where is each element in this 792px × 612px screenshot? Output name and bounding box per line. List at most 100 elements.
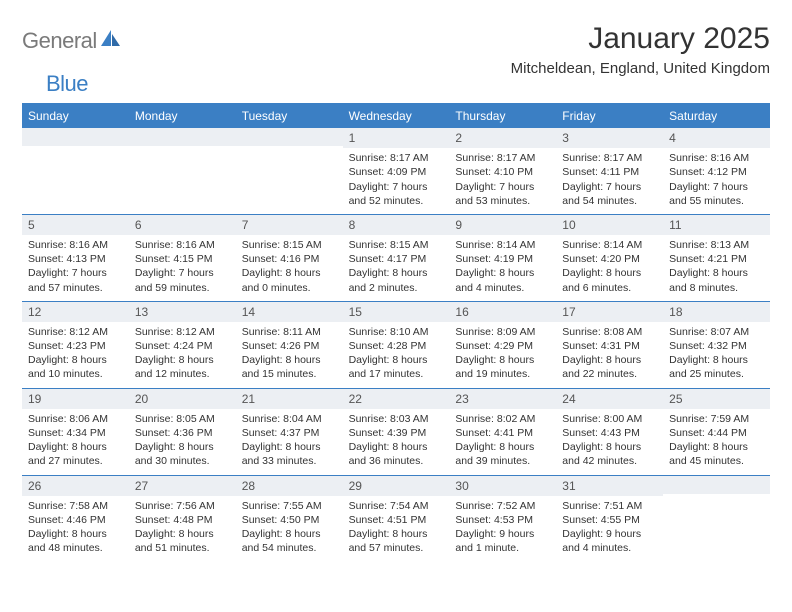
day-number-row: 4 bbox=[663, 128, 770, 148]
day-detail-line: Sunset: 4:55 PM bbox=[562, 513, 657, 527]
day-number-row: 16 bbox=[449, 302, 556, 322]
day-cell bbox=[236, 128, 343, 214]
day-cell: 20Sunrise: 8:05 AMSunset: 4:36 PMDayligh… bbox=[129, 389, 236, 475]
day-cell: 13Sunrise: 8:12 AMSunset: 4:24 PMDayligh… bbox=[129, 302, 236, 388]
day-detail-line: Sunrise: 8:10 AM bbox=[349, 325, 444, 339]
day-number-row: 11 bbox=[663, 215, 770, 235]
day-detail-line: Sunset: 4:17 PM bbox=[349, 252, 444, 266]
day-detail-line: and 57 minutes. bbox=[28, 281, 123, 295]
day-detail-line: Sunrise: 8:12 AM bbox=[135, 325, 230, 339]
day-detail-line: Sunset: 4:16 PM bbox=[242, 252, 337, 266]
day-number-row: 12 bbox=[22, 302, 129, 322]
day-detail-line: and 8 minutes. bbox=[669, 281, 764, 295]
day-detail-line: and 54 minutes. bbox=[242, 541, 337, 555]
day-cell: 12Sunrise: 8:12 AMSunset: 4:23 PMDayligh… bbox=[22, 302, 129, 388]
day-detail-line: and 48 minutes. bbox=[28, 541, 123, 555]
location: Mitcheldean, England, United Kingdom bbox=[511, 60, 770, 77]
day-number-row bbox=[22, 128, 129, 146]
day-number-row bbox=[663, 476, 770, 494]
day-detail-line: and 51 minutes. bbox=[135, 541, 230, 555]
day-detail-line: Sunrise: 8:02 AM bbox=[455, 412, 550, 426]
day-cell bbox=[129, 128, 236, 214]
day-number-row: 29 bbox=[343, 476, 450, 496]
day-number: 26 bbox=[28, 479, 41, 493]
day-number-row: 13 bbox=[129, 302, 236, 322]
day-detail-line: Daylight: 8 hours bbox=[669, 353, 764, 367]
day-number-row: 15 bbox=[343, 302, 450, 322]
day-detail-line: Sunrise: 8:13 AM bbox=[669, 238, 764, 252]
day-detail-line: Sunrise: 8:09 AM bbox=[455, 325, 550, 339]
weekday-wed: Wednesday bbox=[343, 105, 450, 128]
day-number: 25 bbox=[669, 392, 682, 406]
day-number: 17 bbox=[562, 305, 575, 319]
day-detail-line: and 52 minutes. bbox=[349, 194, 444, 208]
day-cell bbox=[22, 128, 129, 214]
day-detail-line: and 0 minutes. bbox=[242, 281, 337, 295]
day-number-row: 2 bbox=[449, 128, 556, 148]
day-number: 15 bbox=[349, 305, 362, 319]
day-number: 11 bbox=[669, 218, 681, 232]
day-detail-line: Sunrise: 8:17 AM bbox=[455, 151, 550, 165]
day-detail-line: Sunset: 4:29 PM bbox=[455, 339, 550, 353]
day-cell: 17Sunrise: 8:08 AMSunset: 4:31 PMDayligh… bbox=[556, 302, 663, 388]
day-detail-line: Sunrise: 8:16 AM bbox=[135, 238, 230, 252]
day-detail-line: Sunrise: 8:17 AM bbox=[349, 151, 444, 165]
day-number: 13 bbox=[135, 305, 148, 319]
day-detail-line: Daylight: 8 hours bbox=[669, 440, 764, 454]
day-detail-line: and 55 minutes. bbox=[669, 194, 764, 208]
day-detail-line: Daylight: 7 hours bbox=[135, 266, 230, 280]
day-detail-line: Sunrise: 7:51 AM bbox=[562, 499, 657, 513]
day-number: 12 bbox=[28, 305, 41, 319]
day-detail-line: Sunrise: 7:58 AM bbox=[28, 499, 123, 513]
day-cell bbox=[663, 476, 770, 562]
day-number: 21 bbox=[242, 392, 255, 406]
day-detail-line: Daylight: 9 hours bbox=[455, 527, 550, 541]
logo: General bbox=[22, 22, 123, 54]
day-detail-line: and 42 minutes. bbox=[562, 454, 657, 468]
day-detail-line: Daylight: 8 hours bbox=[135, 440, 230, 454]
day-detail-line: Sunset: 4:12 PM bbox=[669, 165, 764, 179]
day-cell: 5Sunrise: 8:16 AMSunset: 4:13 PMDaylight… bbox=[22, 215, 129, 301]
day-detail-line: Sunset: 4:37 PM bbox=[242, 426, 337, 440]
week-row: 19Sunrise: 8:06 AMSunset: 4:34 PMDayligh… bbox=[22, 388, 770, 475]
day-number-row: 19 bbox=[22, 389, 129, 409]
day-number: 14 bbox=[242, 305, 255, 319]
day-number-row: 21 bbox=[236, 389, 343, 409]
logo-text-2: Blue bbox=[46, 71, 88, 97]
day-number-row: 1 bbox=[343, 128, 450, 148]
day-number: 24 bbox=[562, 392, 575, 406]
day-cell: 7Sunrise: 8:15 AMSunset: 4:16 PMDaylight… bbox=[236, 215, 343, 301]
day-number: 27 bbox=[135, 479, 148, 493]
day-number: 5 bbox=[28, 218, 35, 232]
day-number: 20 bbox=[135, 392, 148, 406]
day-detail-line: Daylight: 7 hours bbox=[455, 180, 550, 194]
day-detail-line: Daylight: 7 hours bbox=[349, 180, 444, 194]
day-detail-line: Daylight: 8 hours bbox=[242, 527, 337, 541]
day-number: 7 bbox=[242, 218, 249, 232]
day-detail-line: Sunset: 4:23 PM bbox=[28, 339, 123, 353]
day-detail-line: Daylight: 8 hours bbox=[242, 266, 337, 280]
day-detail-line: Sunset: 4:46 PM bbox=[28, 513, 123, 527]
day-cell: 16Sunrise: 8:09 AMSunset: 4:29 PMDayligh… bbox=[449, 302, 556, 388]
day-cell: 14Sunrise: 8:11 AMSunset: 4:26 PMDayligh… bbox=[236, 302, 343, 388]
day-detail-line: Sunrise: 8:04 AM bbox=[242, 412, 337, 426]
day-cell: 3Sunrise: 8:17 AMSunset: 4:11 PMDaylight… bbox=[556, 128, 663, 214]
day-detail-line: and 27 minutes. bbox=[28, 454, 123, 468]
day-cell: 29Sunrise: 7:54 AMSunset: 4:51 PMDayligh… bbox=[343, 476, 450, 562]
day-detail-line: Sunrise: 7:54 AM bbox=[349, 499, 444, 513]
day-detail-line: Sunset: 4:10 PM bbox=[455, 165, 550, 179]
day-detail-line: Sunrise: 8:07 AM bbox=[669, 325, 764, 339]
day-detail-line: and 17 minutes. bbox=[349, 367, 444, 381]
day-number: 1 bbox=[349, 131, 356, 145]
day-detail-line: Daylight: 8 hours bbox=[455, 440, 550, 454]
day-detail-line: Daylight: 7 hours bbox=[562, 180, 657, 194]
day-cell: 22Sunrise: 8:03 AMSunset: 4:39 PMDayligh… bbox=[343, 389, 450, 475]
day-detail-line: Sunset: 4:50 PM bbox=[242, 513, 337, 527]
day-number-row: 28 bbox=[236, 476, 343, 496]
day-cell: 8Sunrise: 8:15 AMSunset: 4:17 PMDaylight… bbox=[343, 215, 450, 301]
logo-text-1: General bbox=[22, 28, 97, 54]
day-number: 23 bbox=[455, 392, 468, 406]
day-cell: 23Sunrise: 8:02 AMSunset: 4:41 PMDayligh… bbox=[449, 389, 556, 475]
day-number: 6 bbox=[135, 218, 142, 232]
day-detail-line: Sunrise: 8:15 AM bbox=[349, 238, 444, 252]
